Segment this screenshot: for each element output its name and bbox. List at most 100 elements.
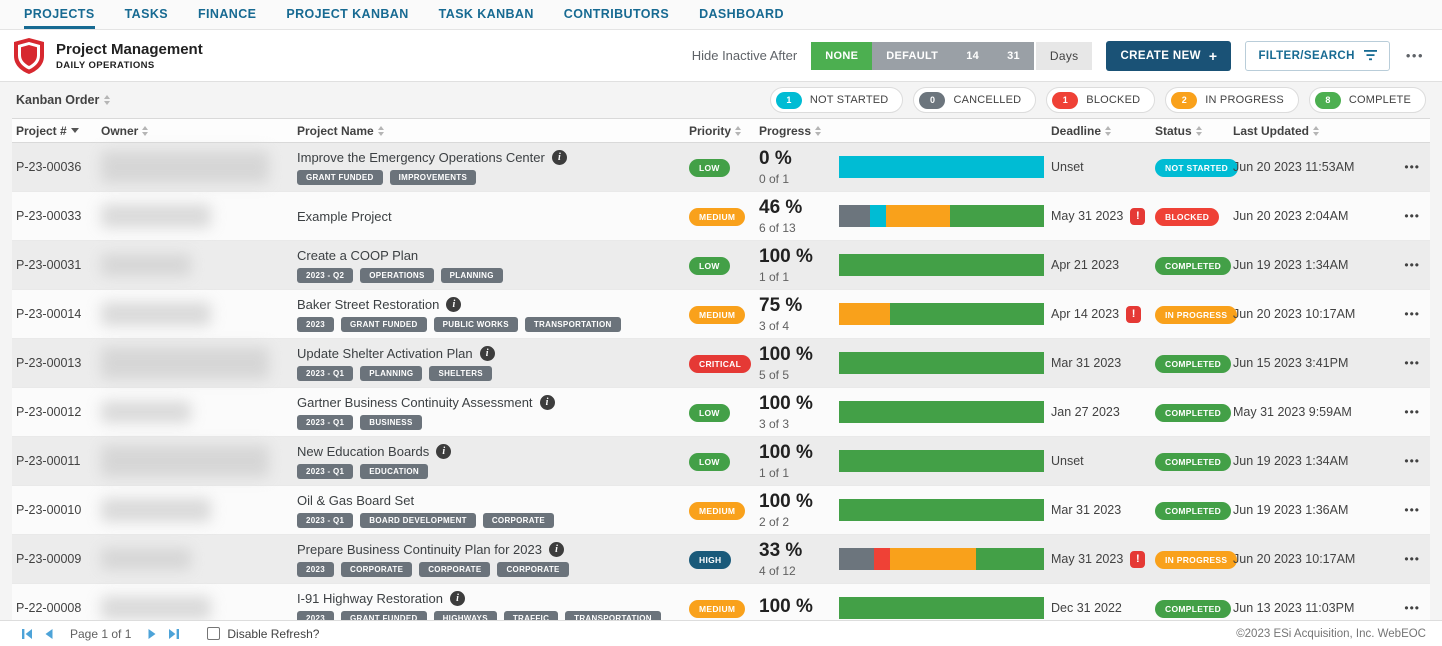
tab-projects[interactable]: PROJECTS xyxy=(24,0,95,29)
project-table-row[interactable]: P-23-00011 New Education Boards i 2023 -… xyxy=(12,437,1430,486)
hide-inactive-default[interactable]: DEFAULT xyxy=(872,41,953,70)
project-table-row[interactable]: P-23-00031 Create a COOP Plan i 2023 - Q… xyxy=(12,241,1430,290)
info-icon[interactable]: i xyxy=(479,345,495,361)
project-tag: 2023 - Q1 xyxy=(297,512,354,528)
project-table-row[interactable]: P-22-00008 I-91 Highway Restoration i 20… xyxy=(12,584,1430,620)
progress-bar-segment xyxy=(839,254,1044,276)
col-header-priority[interactable]: Priority xyxy=(685,124,755,138)
priority-badge: LOW xyxy=(689,256,730,275)
tab-tasks[interactable]: TASKS xyxy=(124,7,169,21)
project-name[interactable]: Oil & Gas Board Set xyxy=(297,492,415,508)
row-menu-button[interactable]: ••• xyxy=(1404,160,1420,174)
filter-pill-complete[interactable]: 8 COMPLETE xyxy=(1308,87,1426,113)
filter-pill-cancelled[interactable]: 0 CANCELLED xyxy=(913,87,1037,113)
project-name[interactable]: Update Shelter Activation Plan xyxy=(297,345,473,361)
project-name[interactable]: Create a COOP Plan xyxy=(297,247,419,263)
project-tag: BOARD DEVELOPMENT xyxy=(360,512,476,528)
row-menu-button[interactable]: ••• xyxy=(1404,601,1420,615)
project-name[interactable]: Prepare Business Continuity Plan for 202… xyxy=(297,541,542,557)
project-tag: 2023 - Q2 xyxy=(297,267,354,283)
col-header-last-updated[interactable]: Last Updated xyxy=(1229,124,1397,138)
filter-pill-not-started[interactable]: 1 NOT STARTED xyxy=(769,87,904,113)
col-header-status[interactable]: Status xyxy=(1151,124,1229,138)
previous-page-button[interactable] xyxy=(38,624,60,644)
tab-contributors[interactable]: CONTRIBUTORS xyxy=(563,7,670,21)
col-header-project-id[interactable]: Project # xyxy=(12,124,97,138)
hide-inactive-14[interactable]: 14 xyxy=(952,41,994,70)
filter-pill-blocked[interactable]: 1 BLOCKED xyxy=(1046,87,1156,113)
info-icon[interactable]: i xyxy=(548,541,564,557)
last-updated: Jun 20 2023 10:17AM xyxy=(1233,552,1356,566)
tab-finance[interactable]: FINANCE xyxy=(198,7,257,21)
project-name[interactable]: Example Project xyxy=(297,208,392,224)
last-page-button[interactable] xyxy=(163,624,185,644)
progress-bar-segment xyxy=(873,548,891,570)
progress-percent: 100 % xyxy=(759,442,813,463)
col-header-project-name[interactable]: Project Name xyxy=(293,124,685,138)
row-menu-button[interactable]: ••• xyxy=(1404,307,1420,321)
deadline-date: May 31 2023 xyxy=(1051,209,1124,223)
project-tag: HIGHWAYS xyxy=(433,610,497,620)
row-menu-button[interactable]: ••• xyxy=(1404,258,1420,272)
col-header-deadline[interactable]: Deadline xyxy=(1047,124,1151,138)
create-new-button[interactable]: CREATE NEW + xyxy=(1106,40,1232,71)
project-table-row[interactable]: P-23-00036 Improve the Emergency Operati… xyxy=(12,143,1430,192)
project-table-row[interactable]: P-23-00009 Prepare Business Continuity P… xyxy=(12,535,1430,584)
hide-inactive-none[interactable]: NONE xyxy=(811,41,873,70)
progress-bar-segment xyxy=(839,352,1044,374)
row-menu-button[interactable]: ••• xyxy=(1404,552,1420,566)
last-updated: Jun 20 2023 2:04AM xyxy=(1233,209,1349,223)
tab-dashboard[interactable]: DASHBOARD xyxy=(699,7,784,21)
project-table-row[interactable]: P-23-00014 Baker Street Restoration i 20… xyxy=(12,290,1430,339)
project-table-row[interactable]: P-23-00033 Example Project i MEDIUM 46 %… xyxy=(12,192,1430,241)
info-icon[interactable]: i xyxy=(551,149,567,165)
header-more-menu-icon[interactable]: ••• xyxy=(1405,48,1424,63)
row-menu-button[interactable]: ••• xyxy=(1404,356,1420,370)
tab-project-kanban[interactable]: PROJECT KANBAN xyxy=(286,7,409,21)
kanban-order-sort[interactable]: Kanban Order xyxy=(16,93,111,107)
owner-redacted-blur xyxy=(101,302,211,326)
first-page-button[interactable] xyxy=(16,624,38,644)
row-menu-button[interactable]: ••• xyxy=(1404,503,1420,517)
info-icon[interactable]: i xyxy=(436,443,452,459)
priority-cell: HIGH xyxy=(685,550,755,569)
sort-icon xyxy=(377,125,384,136)
status-cell: COMPLETED xyxy=(1151,599,1232,618)
disable-refresh-checkbox[interactable] xyxy=(207,627,221,640)
project-name[interactable]: Gartner Business Continuity Assessment xyxy=(297,394,533,410)
row-menu-button[interactable]: ••• xyxy=(1404,405,1420,419)
hide-inactive-31[interactable]: 31 xyxy=(993,41,1034,70)
tab-task-kanban[interactable]: TASK KANBAN xyxy=(438,7,534,21)
project-table-row[interactable]: P-23-00013 Update Shelter Activation Pla… xyxy=(12,339,1430,388)
col-header-progress[interactable]: Progress xyxy=(755,124,1047,138)
filter-search-button[interactable]: FILTER/SEARCH xyxy=(1245,40,1390,71)
project-name[interactable]: Improve the Emergency Operations Center xyxy=(297,149,545,165)
deadline-date: Apr 21 2023 xyxy=(1051,258,1120,272)
filter-pill-in-progress[interactable]: 2 IN PROGRESS xyxy=(1165,87,1299,113)
owner-redacted-blur xyxy=(101,548,191,570)
project-id: P-23-00010 xyxy=(16,503,82,517)
disable-refresh-toggle[interactable]: Disable Refresh? xyxy=(207,627,319,641)
info-icon[interactable]: i xyxy=(539,394,555,410)
project-table-row[interactable]: P-23-00010 Oil & Gas Board Set i 2023 - … xyxy=(12,486,1430,535)
project-name[interactable]: New Education Boards xyxy=(297,443,430,459)
project-name[interactable]: Baker Street Restoration xyxy=(297,296,440,312)
row-menu-button[interactable]: ••• xyxy=(1404,454,1420,468)
project-tag: OPERATIONS xyxy=(360,267,434,283)
col-header-owner[interactable]: Owner xyxy=(97,124,293,138)
progress-bar-segment xyxy=(890,548,977,570)
project-table-row[interactable]: P-23-00012 Gartner Business Continuity A… xyxy=(12,388,1430,437)
info-icon[interactable]: i xyxy=(446,296,462,312)
priority-cell: MEDIUM xyxy=(685,501,755,520)
project-id: P-23-00009 xyxy=(16,552,82,566)
deadline-cell: Jan 27 2023 ! xyxy=(1047,405,1151,419)
next-page-button[interactable] xyxy=(141,624,163,644)
last-updated: Jun 19 2023 1:34AM xyxy=(1233,258,1349,272)
row-menu-button[interactable]: ••• xyxy=(1404,209,1420,223)
col-label-deadline: Deadline xyxy=(1051,123,1102,138)
tag-list: 2023 - Q2 OPERATIONS PLANNING xyxy=(297,267,685,283)
filter-funnel-icon xyxy=(1363,50,1377,61)
info-icon[interactable]: i xyxy=(449,590,465,606)
project-name[interactable]: I-91 Highway Restoration xyxy=(297,590,443,606)
